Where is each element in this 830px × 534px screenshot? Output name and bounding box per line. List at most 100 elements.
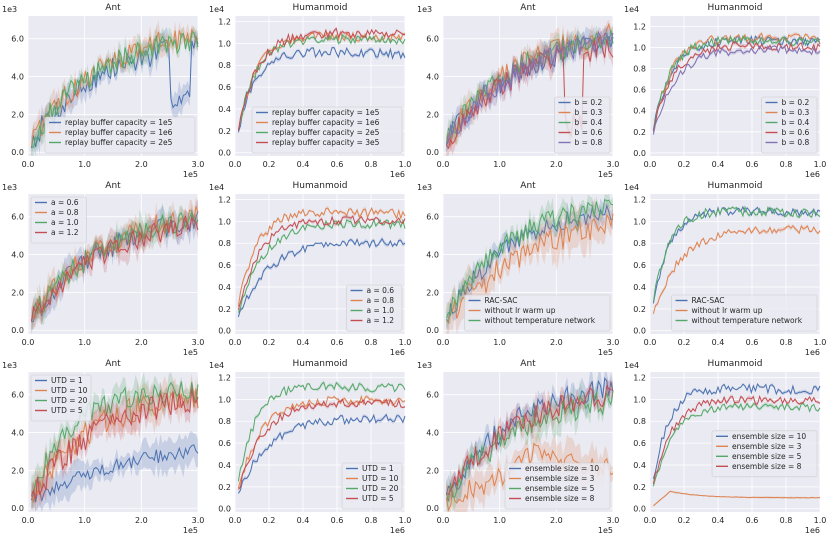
y-tick-label: 6.0 [11,35,24,44]
x-tick-label: 3.0 [192,338,205,347]
x-tick-label: 3.0 [192,160,205,169]
x-tick-label: 1.0 [399,160,412,169]
series-band [446,31,613,156]
chart-svg: 0.0 2.0 4.0 6.0 0.0 1.0 2.0 3.0 Ant 1e3 1e5 replay … [2,3,205,178]
legend-label: without temperature network [485,316,596,325]
x-tick-label: 0.6 [746,160,759,169]
chart-svg: 0.0 0.2 0.4 0.6 0.8 1.0 1.2 0.0 0.2 0.4 0.6 0.8 1.0 H… [209,3,412,178]
legend-label: b = 0.8 [575,138,603,147]
y-tick-label: 0.8 [218,61,231,70]
x-exponent-label: 1e6 [805,348,820,356]
x-exponent-label: 1e6 [390,526,405,534]
chart-panel-2: 0.0 0.2 0.4 0.6 0.8 1.0 1.2 0.0 0.2 0.4 0.6 0.8 1.0 H… [207,0,414,178]
chart-panel-6: 0.0 0.2 0.4 0.6 0.8 1.0 1.2 0.0 0.2 0.4 0.6 0.8 1.0 H… [207,178,414,356]
chart-title: Humanmoid [293,359,348,369]
series-band [446,372,613,506]
series-band [446,23,613,152]
legend-label: UTD = 1 [362,464,394,473]
x-tick-label: 0.0 [22,338,35,347]
chart-svg: 0.0 0.2 0.4 0.6 0.8 1.0 1.2 0.0 0.2 0.4 0.6 0.8 1.0 H… [624,181,826,356]
x-tick-label: 1.0 [78,338,91,347]
x-tick-label: 1.0 [399,516,412,525]
x-tick-label: 0.2 [678,338,691,347]
y-tick-label: 0.4 [633,107,646,116]
x-tick-label: 0.0 [437,516,450,525]
y-tick-label: 2.0 [426,110,439,119]
y-tick-label: 0.0 [11,148,24,157]
x-tick-label: 0.8 [780,338,793,347]
chart-title: Ant [520,359,536,369]
legend-label: without lr warm up [485,306,556,315]
legend-box [30,196,87,244]
series-line [238,398,406,490]
y-exponent-label: 1e3 [2,5,17,14]
legend-label: replay buffer capacity = 3e5 [272,138,380,147]
x-tick-label: 0.0 [229,338,242,347]
y-tick-label: 1.2 [633,23,646,32]
x-tick-label: 0.0 [644,516,657,525]
x-tick-label: 0.2 [678,516,691,525]
y-tick-label: 0.8 [633,239,646,248]
y-tick-label: 0.0 [426,326,439,335]
chart-svg: 0.0 2.0 4.0 6.0 0.0 1.0 2.0 3.0 Ant 1e3 1e5 ensembl… [417,359,619,534]
legend-label: b = 0.2 [782,98,810,107]
y-tick-label: 0.0 [633,327,646,336]
y-tick-label: 0.8 [218,239,231,248]
series-line [237,381,406,482]
x-tick-label: 0.6 [331,338,344,347]
legend-label: replay buffer capacity = 2e5 [65,138,173,147]
series-line [652,402,821,487]
chart-svg: 0.0 2.0 4.0 6.0 0.0 1.0 2.0 3.0 Ant 1e3 1e5 RAC-SAC… [417,181,619,356]
y-tick-label: 1.2 [218,17,231,26]
y-tick-label: 0.2 [218,127,231,136]
x-tick-label: 0.0 [644,160,657,169]
x-tick-label: 2.0 [550,516,563,525]
chart-title: Humanmoid [708,3,763,13]
chart-svg: 0.0 0.2 0.4 0.6 0.8 1.0 1.2 0.0 0.2 0.4 0.6 0.8 1.0 H… [209,359,412,534]
x-tick-label: 0.4 [297,160,310,169]
x-tick-label: 1.0 [493,338,506,347]
x-tick-label: 0.0 [437,160,450,169]
y-tick-label: 0.6 [633,261,646,270]
x-tick-label: 2.0 [550,338,563,347]
chart-panel-5: 0.0 2.0 4.0 6.0 0.0 1.0 2.0 3.0 Ant 1e3 1e5 a = 0.6… [0,178,207,356]
y-tick-label: 0.2 [218,305,231,314]
series-line [446,34,614,150]
y-tick-label: 4.0 [426,429,439,438]
y-tick-label: 1.0 [633,395,646,404]
legend-label: b = 0.4 [782,118,810,127]
legend-label: ensemble size = 3 [525,474,595,483]
chart-svg: 0.0 0.2 0.4 0.6 0.8 1.0 1.2 0.0 0.2 0.4 0.6 0.8 1.0 H… [624,359,826,534]
legend-box [671,294,818,332]
y-tick-label: 1.0 [218,395,231,404]
y-tick-label: 4.0 [11,429,24,438]
x-tick-label: 1.0 [814,160,827,169]
y-tick-label: 0.6 [218,83,231,92]
x-tick-label: 0.0 [22,516,35,525]
y-exponent-label: 1e4 [624,5,639,14]
x-tick-label: 0.6 [746,516,759,525]
y-exponent-label: 1e3 [2,361,17,370]
legend: b = 0.2b = 0.3b = 0.4b = 0.6b = 0.8 [554,96,611,154]
x-tick-label: 0.8 [780,160,793,169]
series-band [653,394,820,486]
y-tick-label: 6.0 [11,213,24,222]
series-line [652,224,821,314]
y-exponent-label: 1e3 [417,183,432,192]
chart-panel-12: 0.0 0.2 0.4 0.6 0.8 1.0 1.2 0.0 0.2 0.4 0.6 0.8 1.0 H… [622,356,829,534]
series-line [30,210,199,322]
series-line [446,30,614,145]
chart-title: Ant [520,3,536,13]
x-tick-label: 0.4 [712,516,725,525]
series-line [652,45,821,135]
y-tick-label: 0.6 [218,439,231,448]
chart-panel-10: 0.0 0.2 0.4 0.6 0.8 1.0 1.2 0.0 0.2 0.4 0.6 0.8 1.0 H… [207,356,414,534]
y-tick-label: 1.2 [633,195,646,204]
y-exponent-label: 1e4 [209,183,224,192]
chart-title: Ant [105,359,121,369]
